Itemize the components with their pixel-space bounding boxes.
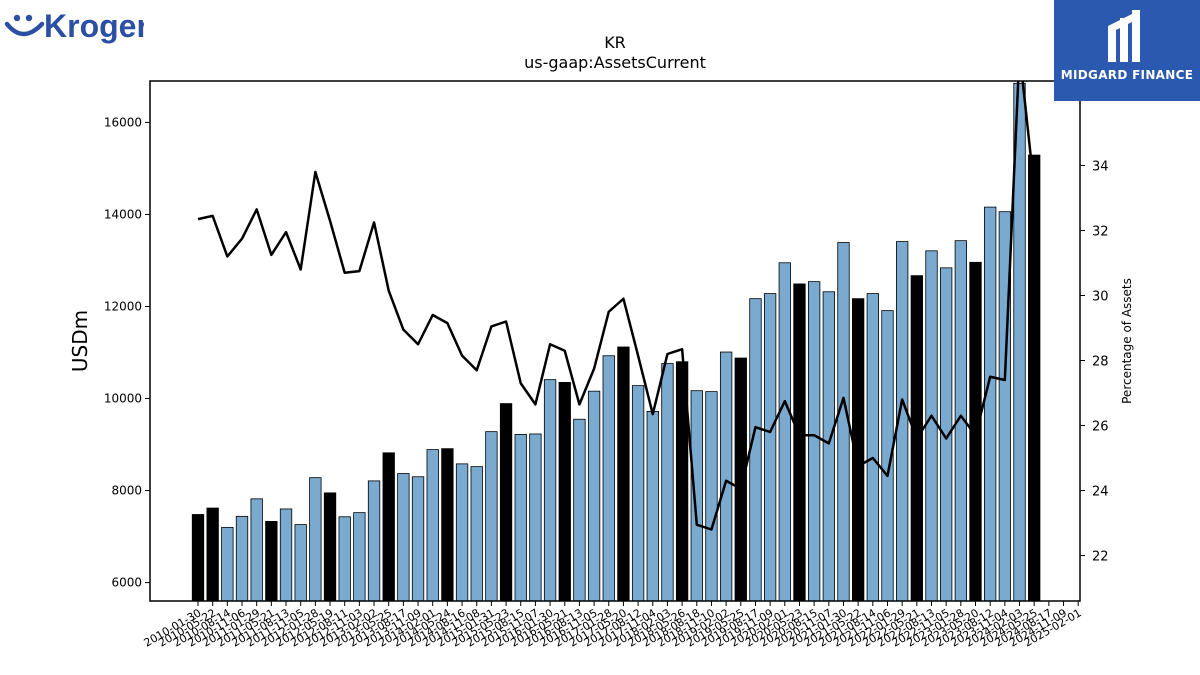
chart-title: KR xyxy=(604,33,626,52)
bar xyxy=(543,379,557,602)
bar xyxy=(602,355,615,602)
bar xyxy=(221,526,234,602)
kroger-wordmark: Kroger xyxy=(44,8,144,44)
bar xyxy=(866,293,879,602)
bar xyxy=(558,382,571,602)
bar xyxy=(631,385,645,602)
y-tick-label: 10000 xyxy=(104,392,142,406)
y2-tick-label: 26 xyxy=(1092,420,1109,435)
y2-tick-label: 24 xyxy=(1092,485,1109,500)
bar-series xyxy=(191,82,1041,602)
bar xyxy=(411,476,425,602)
y2-tick-label: 34 xyxy=(1092,160,1109,175)
bar xyxy=(397,473,410,602)
bar xyxy=(323,492,337,602)
bar xyxy=(441,448,454,602)
bar xyxy=(705,391,718,602)
percentage-line xyxy=(197,81,1036,531)
y-axis-left: 6000 8000 10000 12000 14000 16000 xyxy=(104,115,150,590)
bar xyxy=(749,298,762,602)
y2-tick-label: 28 xyxy=(1092,355,1109,370)
bar xyxy=(646,411,659,602)
y2-tick-label: 32 xyxy=(1092,225,1109,240)
x-axis: 2010-01-302010-05-222010-08-142010-11-06… xyxy=(142,601,1084,650)
bar xyxy=(984,206,997,602)
y-tick-label: 14000 xyxy=(104,207,142,221)
bar xyxy=(294,524,307,602)
bar xyxy=(367,480,381,602)
bar xyxy=(793,283,806,602)
bar xyxy=(587,390,601,602)
bar xyxy=(309,477,322,602)
chart-subtitle: us-gaap:AssetsCurrent xyxy=(524,53,706,72)
bar xyxy=(206,507,219,602)
bar xyxy=(763,293,777,602)
y2-tick-label: 30 xyxy=(1092,290,1109,305)
bar xyxy=(690,390,703,602)
bar xyxy=(661,363,674,602)
plot-frame xyxy=(149,80,1081,602)
bar xyxy=(1028,154,1041,602)
bar xyxy=(529,433,542,602)
bar xyxy=(514,434,527,602)
bar xyxy=(807,281,821,602)
bar xyxy=(573,418,586,602)
y2-axis-label: Percentage of Assets xyxy=(1120,278,1134,404)
y-tick-label: 16000 xyxy=(104,115,142,129)
bar xyxy=(719,351,733,602)
bar xyxy=(353,512,366,602)
bar xyxy=(235,515,249,602)
y-axis-right: 22 24 26 28 30 32 34 xyxy=(1080,160,1109,565)
bar xyxy=(617,346,630,602)
bar xyxy=(382,452,395,602)
midgard-wordmark: MIDGARD FINANCE xyxy=(1060,68,1194,82)
bar xyxy=(265,520,278,602)
bar xyxy=(455,463,469,602)
line-series xyxy=(197,81,1036,531)
midgard-finance-logo: MIDGARD FINANCE xyxy=(1054,0,1200,101)
y-axis-label: USDm xyxy=(68,310,92,372)
y-tick-label: 6000 xyxy=(111,576,142,590)
bar xyxy=(250,498,263,602)
kroger-smile-icon xyxy=(4,14,45,37)
bar xyxy=(426,449,439,602)
midgard-emblem-icon xyxy=(1108,10,1140,62)
y-tick-label: 8000 xyxy=(111,484,142,498)
bar xyxy=(499,403,513,602)
bar xyxy=(338,516,351,602)
bar xyxy=(191,514,205,602)
y2-tick-label: 22 xyxy=(1092,550,1109,565)
bar xyxy=(485,431,498,602)
bar xyxy=(470,466,483,602)
bar xyxy=(279,508,293,602)
kroger-logo: Kroger xyxy=(4,2,149,58)
bar xyxy=(822,291,835,602)
bar xyxy=(734,357,747,602)
bar xyxy=(925,250,938,602)
y-tick-label: 12000 xyxy=(104,299,142,313)
bar xyxy=(778,262,791,602)
